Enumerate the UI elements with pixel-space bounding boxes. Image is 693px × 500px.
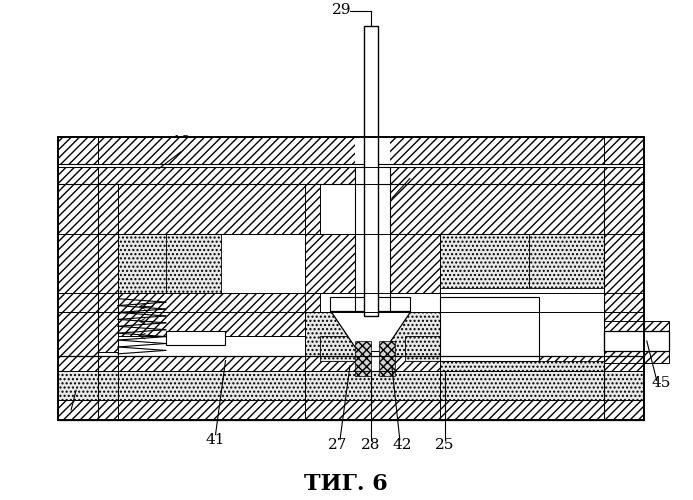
Bar <box>58 166 644 184</box>
Text: 18: 18 <box>171 135 191 149</box>
Bar <box>604 322 669 333</box>
Bar <box>118 184 320 234</box>
Bar <box>390 184 604 234</box>
Bar <box>58 137 98 420</box>
Bar <box>405 336 445 360</box>
Text: 41: 41 <box>206 434 225 448</box>
Bar <box>439 360 604 400</box>
Text: 42: 42 <box>392 438 412 452</box>
Bar <box>58 370 644 400</box>
Bar <box>320 336 360 360</box>
Text: 28: 28 <box>361 438 380 452</box>
Bar <box>604 331 669 351</box>
Text: 45: 45 <box>651 376 670 390</box>
Text: 27: 27 <box>328 438 348 452</box>
Bar <box>529 234 604 288</box>
Bar <box>330 296 410 312</box>
Bar <box>390 234 439 293</box>
Bar <box>390 312 439 351</box>
Bar <box>604 351 669 362</box>
Bar <box>390 312 455 356</box>
Bar <box>305 312 355 356</box>
Bar <box>118 234 166 293</box>
Text: ΤИГ. 6: ΤИГ. 6 <box>304 473 388 495</box>
Bar <box>355 341 371 376</box>
Bar <box>305 234 355 293</box>
Bar <box>439 296 539 360</box>
Bar <box>379 341 395 376</box>
Text: 29: 29 <box>332 3 352 17</box>
Text: 31: 31 <box>408 162 428 176</box>
Bar <box>358 351 384 370</box>
Text: 3: 3 <box>61 409 71 423</box>
Bar <box>166 331 225 345</box>
Bar <box>58 400 644 420</box>
Bar <box>58 137 644 420</box>
Bar <box>58 356 644 370</box>
Bar <box>98 293 118 352</box>
Bar <box>355 137 390 312</box>
Text: 25: 25 <box>435 438 455 452</box>
Bar <box>58 137 644 166</box>
Bar <box>98 184 118 352</box>
Polygon shape <box>331 312 411 356</box>
Bar <box>604 137 644 420</box>
Bar <box>58 164 644 168</box>
Bar <box>305 312 355 351</box>
Bar <box>166 234 220 293</box>
Bar <box>364 26 378 316</box>
Bar <box>118 293 320 336</box>
Bar <box>439 234 529 288</box>
